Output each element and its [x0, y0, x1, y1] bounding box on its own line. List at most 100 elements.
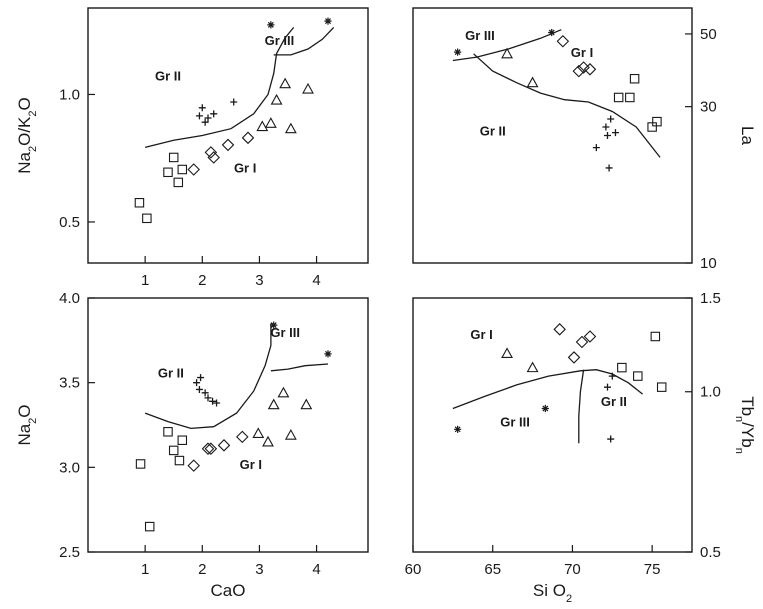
- x-tick-label: 1: [141, 561, 149, 578]
- diamond-marker: [575, 335, 589, 349]
- plus-marker: [604, 383, 612, 391]
- diamond-marker: [217, 439, 231, 452]
- group-label: Gr I: [240, 457, 262, 472]
- group-label: Gr II: [158, 366, 184, 381]
- triangle-marker: [262, 435, 274, 447]
- triangle-marker: [256, 120, 269, 132]
- plus-marker: [201, 118, 209, 126]
- diamond-marker: [553, 323, 566, 336]
- star-marker: [324, 17, 332, 25]
- plot-frame: [412, 297, 693, 553]
- square-marker: [134, 198, 145, 208]
- diamond-marker: [201, 442, 215, 455]
- x-tick-label: 70: [564, 561, 581, 578]
- square-marker: [613, 92, 624, 103]
- plus-marker: [608, 372, 616, 380]
- group-label: Gr I: [234, 160, 256, 175]
- y-axis-label: La: [738, 126, 757, 145]
- x-axis-label: Si O2​: [533, 581, 572, 604]
- x-tick-label: 2: [198, 561, 206, 578]
- plus-marker: [210, 110, 218, 118]
- plus-marker: [209, 397, 217, 405]
- panel-c: 1 2 3 4 2.5 3.0 3.5 4.0 Na2​O CaO Gr II Gr III Gr I: [15, 290, 369, 600]
- y-tick-label: 2.5: [59, 544, 80, 561]
- plot-frame: [87, 297, 369, 553]
- plus-marker: [604, 131, 612, 139]
- diamond-marker: [204, 442, 218, 455]
- y-tick-label: 1.5: [700, 290, 721, 307]
- plus-marker: [195, 385, 203, 393]
- plus-marker: [204, 394, 212, 402]
- diamond-marker: [187, 459, 200, 472]
- x-tick-label: 4: [312, 272, 320, 289]
- plus-marker: [607, 115, 615, 123]
- group-label: Gr II: [480, 123, 506, 138]
- group-boundary-line: [144, 26, 295, 149]
- panel-d: 60 65 70 75 0.5 1.0 1.5 Tbn​/Ybn​ Si O2​ Gr I Gr I…: [405, 290, 757, 605]
- panel-a: 1 2 3 4 0.5 1.0 Na2​O/K2​O Gr II Gr III Gr I: [15, 7, 369, 289]
- triangle-marker: [300, 398, 313, 410]
- diamond-marker: [572, 64, 586, 78]
- triangle-marker: [526, 361, 539, 373]
- star-marker: [548, 28, 556, 37]
- triangle-marker: [284, 122, 297, 134]
- square-marker: [629, 73, 640, 84]
- star-marker: [324, 350, 332, 358]
- plus-marker: [605, 164, 613, 172]
- square-marker: [650, 331, 661, 342]
- x-tick-label: 4: [312, 561, 320, 578]
- plus-marker: [198, 104, 206, 112]
- group-boundary-line: [270, 363, 329, 372]
- star-marker: [454, 48, 462, 56]
- group-label: Gr I: [470, 327, 492, 342]
- plus-marker: [213, 399, 221, 407]
- group-boundary-line: [144, 323, 272, 430]
- diamond-marker: [556, 34, 570, 48]
- plus-marker: [602, 123, 610, 131]
- square-marker: [142, 213, 152, 224]
- triangle-marker: [279, 77, 292, 89]
- x-tick-label: 3: [255, 272, 263, 289]
- y-axis-label: Tbn​/Ybn​: [733, 396, 757, 454]
- triangle-marker: [267, 398, 280, 410]
- group-boundary-line: [452, 369, 644, 410]
- square-marker: [174, 455, 185, 466]
- square-marker: [633, 371, 643, 381]
- diamond-marker: [221, 138, 235, 152]
- plus-marker: [592, 144, 600, 152]
- star-marker: [267, 21, 275, 29]
- plus-marker: [611, 129, 619, 137]
- diamond-marker: [583, 330, 597, 343]
- y-tick-label: 30: [700, 99, 717, 116]
- y-axis-label: Na2​O: [15, 404, 39, 445]
- y-tick-label: 10: [700, 255, 717, 272]
- plus-marker: [195, 112, 203, 120]
- x-tick-label: 75: [644, 561, 661, 578]
- diamond-marker: [204, 146, 218, 159]
- triangle-marker: [501, 47, 513, 59]
- square-marker: [177, 164, 188, 175]
- diamond-marker: [187, 163, 200, 176]
- plus-marker: [201, 389, 209, 397]
- y-tick-label: 0.5: [700, 544, 721, 561]
- y-tick-label: 3.5: [59, 375, 80, 392]
- diamond-marker: [241, 131, 255, 145]
- group-label: Gr II: [155, 68, 181, 83]
- x-axis-label: CaO: [211, 581, 246, 600]
- plot-frame: [412, 7, 693, 264]
- diamond-marker: [236, 430, 249, 444]
- group-boundary-line: [452, 29, 562, 62]
- star-marker: [541, 404, 549, 413]
- square-marker: [652, 116, 662, 127]
- y-tick-label: 50: [700, 26, 717, 43]
- x-tick-label: 65: [484, 561, 501, 578]
- x-tick-label: 2: [198, 272, 206, 289]
- triangle-marker: [264, 117, 277, 128]
- square-marker: [168, 152, 179, 163]
- diamond-marker: [207, 151, 220, 164]
- triangle-marker: [501, 347, 513, 359]
- square-marker: [168, 445, 179, 456]
- square-marker: [177, 435, 188, 445]
- square-marker: [625, 92, 635, 103]
